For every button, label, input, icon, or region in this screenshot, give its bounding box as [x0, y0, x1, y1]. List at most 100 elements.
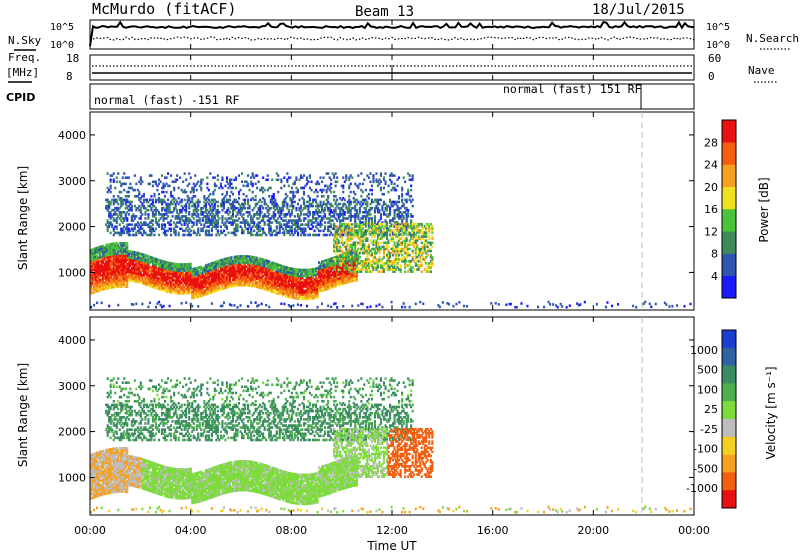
power-cell [230, 260, 233, 263]
power-cell [133, 273, 136, 277]
power-cell [221, 285, 224, 288]
power-cell [354, 217, 357, 220]
power-cell [106, 274, 109, 278]
power-cell [231, 264, 235, 267]
power-cell [331, 273, 334, 277]
power-cell [138, 270, 141, 274]
power-cell [158, 233, 161, 237]
power-cell [334, 245, 337, 249]
power-cell [364, 270, 367, 273]
power-cell [148, 182, 152, 186]
power-cell [139, 182, 142, 186]
power-cell [254, 202, 257, 206]
power-cell [343, 271, 346, 274]
power-cell [251, 266, 254, 269]
power-cell [352, 262, 355, 266]
power-cell [200, 223, 203, 226]
power-cell [127, 256, 130, 259]
power-cell [171, 289, 174, 292]
power-cell [257, 265, 260, 268]
power-cell [138, 274, 141, 278]
power-cell [364, 215, 367, 218]
power-cell [349, 217, 352, 220]
power-cell [150, 272, 153, 276]
power-cell [156, 258, 159, 261]
power-cell [238, 217, 241, 220]
power-cell [337, 281, 340, 285]
power-cell [227, 269, 230, 272]
power-cell [361, 190, 364, 194]
power-cell [139, 271, 142, 274]
power-cell [174, 271, 177, 274]
power-cell [174, 262, 177, 266]
power-cell [248, 282, 251, 285]
power-cell [337, 249, 340, 253]
power-cell [239, 277, 242, 281]
power-cell [90, 275, 93, 279]
power-cell [117, 266, 120, 270]
power-cell [248, 269, 251, 273]
power-cell [127, 276, 130, 280]
power-cell [235, 176, 238, 179]
power-cell [216, 268, 219, 271]
power-cell [121, 250, 124, 253]
power-cell [339, 262, 342, 265]
power-cell [194, 285, 197, 289]
power-cell [117, 195, 120, 198]
power-cell [230, 281, 233, 284]
power-cell [210, 278, 213, 282]
power-cell [148, 229, 152, 233]
power-cell [272, 274, 275, 277]
power-cell [266, 278, 269, 281]
power-cell [215, 268, 218, 272]
power-cell [262, 231, 265, 235]
power-cell [96, 271, 99, 275]
power-cell [123, 242, 126, 245]
power-cell [357, 184, 360, 188]
power-cell [216, 274, 219, 278]
power-cell [206, 208, 209, 212]
power-cell [244, 283, 247, 287]
power-cell [266, 280, 269, 284]
power-cell [349, 235, 352, 238]
power-cell [277, 290, 280, 293]
power-cell [235, 278, 238, 281]
power-cell [324, 276, 327, 279]
power-cell [354, 260, 357, 263]
power-cell [179, 288, 182, 291]
power-cell [115, 281, 118, 284]
power-cell [114, 200, 117, 204]
power-cell [324, 263, 327, 267]
power-cell [213, 198, 216, 202]
power-cell [139, 215, 142, 218]
power-cell [117, 283, 120, 286]
power-cell [212, 204, 215, 208]
power-cell [361, 222, 364, 226]
power-cell [342, 241, 345, 245]
power-cell [239, 211, 242, 214]
power-cell [296, 303, 300, 306]
power-cell [235, 259, 238, 263]
power-cell [197, 274, 200, 278]
power-cell [262, 279, 265, 282]
power-cell [358, 211, 361, 214]
power-cell [327, 260, 330, 264]
power-cell [145, 273, 149, 276]
power-cell [198, 295, 201, 298]
power-cell [327, 285, 330, 288]
power-cell [210, 286, 213, 290]
power-cell [102, 267, 105, 271]
power-cell [106, 186, 109, 190]
power-cell [318, 275, 321, 279]
power-cell [123, 248, 126, 251]
power-cell [283, 202, 286, 206]
power-cell [120, 227, 123, 231]
power-cell [164, 285, 167, 289]
power-cell [251, 282, 254, 286]
power-cell [230, 304, 233, 307]
power-cell [316, 267, 319, 270]
power-cell [147, 217, 150, 220]
power-cell [319, 283, 322, 287]
power-cell [364, 268, 367, 271]
power-cell [216, 215, 219, 218]
